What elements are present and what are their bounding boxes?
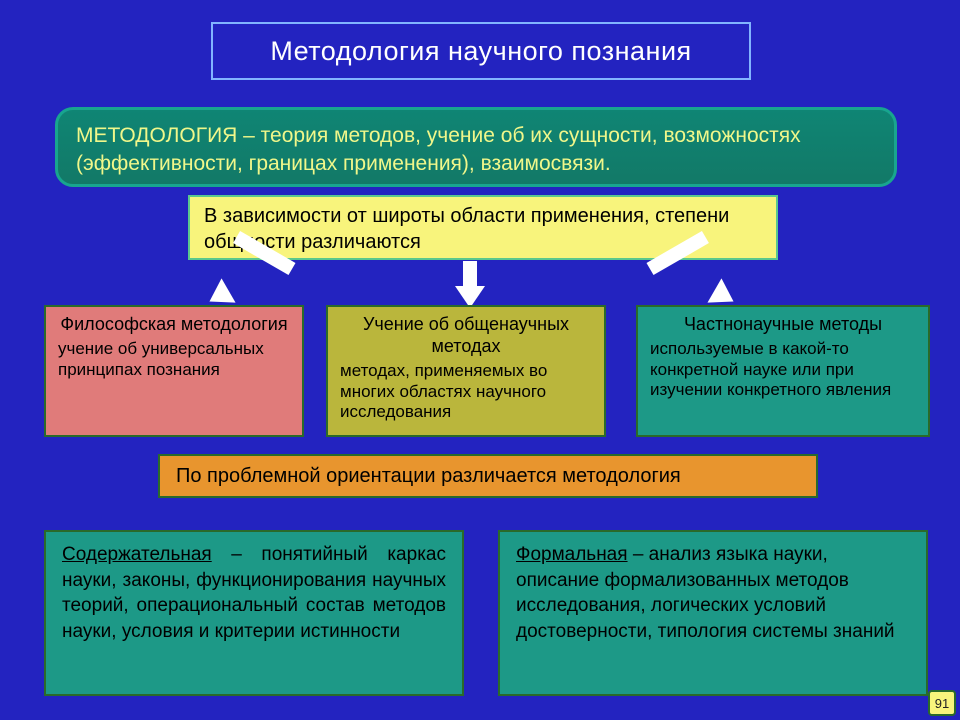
- branch-body: методах, применяемых во многих областях …: [340, 361, 592, 423]
- arrow-mid-stem: [463, 261, 477, 289]
- branch-body: используемые в какой-то конкретной науке…: [650, 339, 916, 401]
- orientation-box: По проблемной ориентации различается мет…: [158, 454, 818, 498]
- classification-criterion-text: В зависимости от широты области применен…: [204, 205, 729, 253]
- branch-specific-scientific: Частнонаучные методы используемые в како…: [636, 305, 930, 437]
- branch-body: учение об универсальных принципах познан…: [58, 339, 290, 380]
- formal-methodology-box: Формальная – анализ языка науки, описани…: [498, 530, 928, 696]
- orientation-text: По проблемной ориентации различается мет…: [176, 465, 681, 488]
- content-methodology-box: Содержательная – понятийный каркас науки…: [44, 530, 464, 696]
- content-methodology-label: Содержательная: [62, 544, 212, 565]
- branch-title: Философская методология: [58, 314, 290, 336]
- branch-title: Частнонаучные методы: [650, 314, 916, 336]
- branch-philosophical: Философская методология учение об универ…: [44, 305, 304, 437]
- page-number-badge: 91: [928, 690, 956, 716]
- page-number: 91: [935, 696, 949, 711]
- branch-title: Учение об общенаучных методах: [340, 314, 592, 358]
- branch-general-scientific: Учение об общенаучных методах методах, п…: [326, 305, 606, 437]
- definition-box: МЕТОДОЛОГИЯ – теория методов, учение об …: [55, 107, 897, 187]
- slide-title-box: Методология научного познания: [211, 22, 751, 80]
- formal-methodology-label: Формальная: [516, 544, 628, 565]
- definition-text: МЕТОДОЛОГИЯ – теория методов, учение об …: [76, 124, 801, 175]
- slide-title: Методология научного познания: [270, 36, 691, 67]
